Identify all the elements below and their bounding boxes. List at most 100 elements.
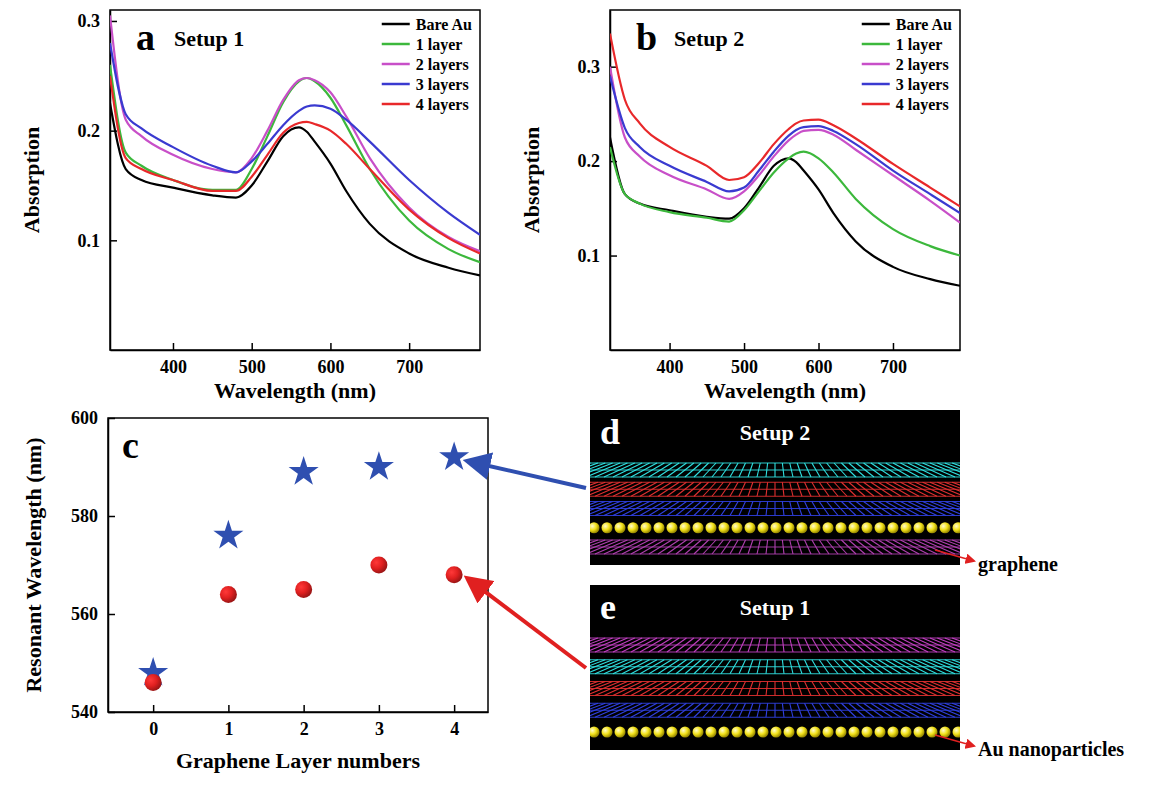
y-axis-title: Resonant Wavelength (nm) <box>21 437 46 692</box>
legend-entry: 1 layer <box>862 36 943 54</box>
nanoparticle <box>875 727 886 738</box>
lattice-line <box>595 482 627 496</box>
lattice-line <box>782 660 784 674</box>
lattice-line <box>774 502 775 516</box>
lattice-line <box>667 540 686 554</box>
lattice-line <box>774 540 775 554</box>
lattice-line <box>604 638 635 652</box>
lattice-line <box>856 638 874 652</box>
tick: 600 <box>317 343 344 377</box>
lattice-line <box>805 482 811 496</box>
lattice-line <box>748 638 753 652</box>
tick: 560 <box>71 604 115 624</box>
tick-mark <box>744 343 746 350</box>
nanoparticle <box>719 727 730 738</box>
marks <box>610 34 960 286</box>
lattice-line <box>748 660 753 674</box>
tick-mark <box>893 343 895 350</box>
lattice-line <box>685 703 701 717</box>
lattice-line <box>790 540 793 554</box>
lattice-line <box>812 682 820 696</box>
lattice-line <box>676 482 694 496</box>
lattice-line <box>721 638 731 652</box>
lattice-line <box>812 703 820 717</box>
nanoparticle <box>862 522 873 533</box>
lattice-line <box>604 660 635 674</box>
lattice-line <box>841 638 856 652</box>
lattice-line <box>805 638 811 652</box>
lattice-line <box>834 660 847 674</box>
tick-label: 560 <box>71 604 98 624</box>
lattice-line <box>757 463 760 477</box>
lattice-line <box>685 682 701 696</box>
nanoparticle <box>953 522 961 533</box>
lattice-line <box>676 638 694 652</box>
lattice-line <box>819 682 829 696</box>
lattice-line <box>613 482 642 496</box>
lattice-line <box>721 682 731 696</box>
lattice-line <box>604 703 635 717</box>
legend-label: Bare Au <box>896 16 952 33</box>
label-pointer <box>935 735 974 746</box>
lattice-line <box>849 703 865 717</box>
legend-swatch <box>382 103 410 106</box>
legend-entry: Bare Au <box>382 16 472 33</box>
nanoparticle <box>693 522 704 533</box>
lattice-line <box>797 638 802 652</box>
lattice-line <box>766 502 768 516</box>
lattice-line <box>841 703 856 717</box>
marks <box>138 441 469 691</box>
legend-swatch <box>862 103 890 106</box>
tick: 1 <box>224 705 233 739</box>
lattice-line <box>766 638 768 652</box>
lattice-line <box>900 660 928 674</box>
nanoparticle <box>810 522 821 533</box>
panel-letter: a <box>136 16 155 58</box>
legend-swatch <box>382 23 410 26</box>
panel-title: Setup 2 <box>674 26 744 51</box>
x-axis: 01234 <box>109 705 489 739</box>
lattice-line <box>790 502 793 516</box>
graphene-sheet <box>590 482 960 496</box>
series-line <box>110 65 480 262</box>
lattice-line <box>841 540 856 554</box>
lattice-line <box>908 682 937 696</box>
lattice-line <box>797 502 802 516</box>
lattice-line <box>748 482 753 496</box>
tick-label: 0 <box>149 719 158 739</box>
point <box>213 520 243 549</box>
tick-label: 580 <box>71 506 98 526</box>
lattice-line <box>667 502 686 516</box>
lattice-line <box>694 638 709 652</box>
lattice-line <box>834 682 847 696</box>
lattice-line <box>782 502 784 516</box>
tick-label: 600 <box>71 408 98 428</box>
lattice-line <box>805 703 811 717</box>
label-pointer <box>935 550 974 561</box>
tick: 0.1 <box>578 246 618 266</box>
lattice-line <box>952 682 960 696</box>
tick-label: 700 <box>396 357 423 377</box>
legend-label: 1 layer <box>416 36 463 54</box>
lattice-line <box>613 638 642 652</box>
lattice-line <box>604 540 635 554</box>
tick-mark <box>251 343 253 350</box>
x-axis: 400500600700 <box>111 343 481 377</box>
lattice-line <box>952 463 960 477</box>
legend: Bare Au1 layer2 layers3 layers4 layers <box>862 16 952 114</box>
graphene-sheet <box>590 660 960 674</box>
lattice-line <box>748 502 753 516</box>
tick: 580 <box>71 506 115 526</box>
x-axis: 400500600700 <box>611 343 961 377</box>
tick-mark <box>228 705 230 712</box>
marks <box>110 15 480 275</box>
legend-label: 1 layer <box>896 36 943 54</box>
tick-label: 4 <box>450 719 459 739</box>
panel-letter: d <box>600 412 620 452</box>
legend: Bare Au1 layer2 layers3 layers4 layers <box>382 16 472 114</box>
lattice-line <box>774 682 775 696</box>
lattice-line <box>812 660 820 674</box>
lattice-line <box>812 463 820 477</box>
lattice-line <box>819 638 829 652</box>
tick-mark <box>108 614 115 616</box>
